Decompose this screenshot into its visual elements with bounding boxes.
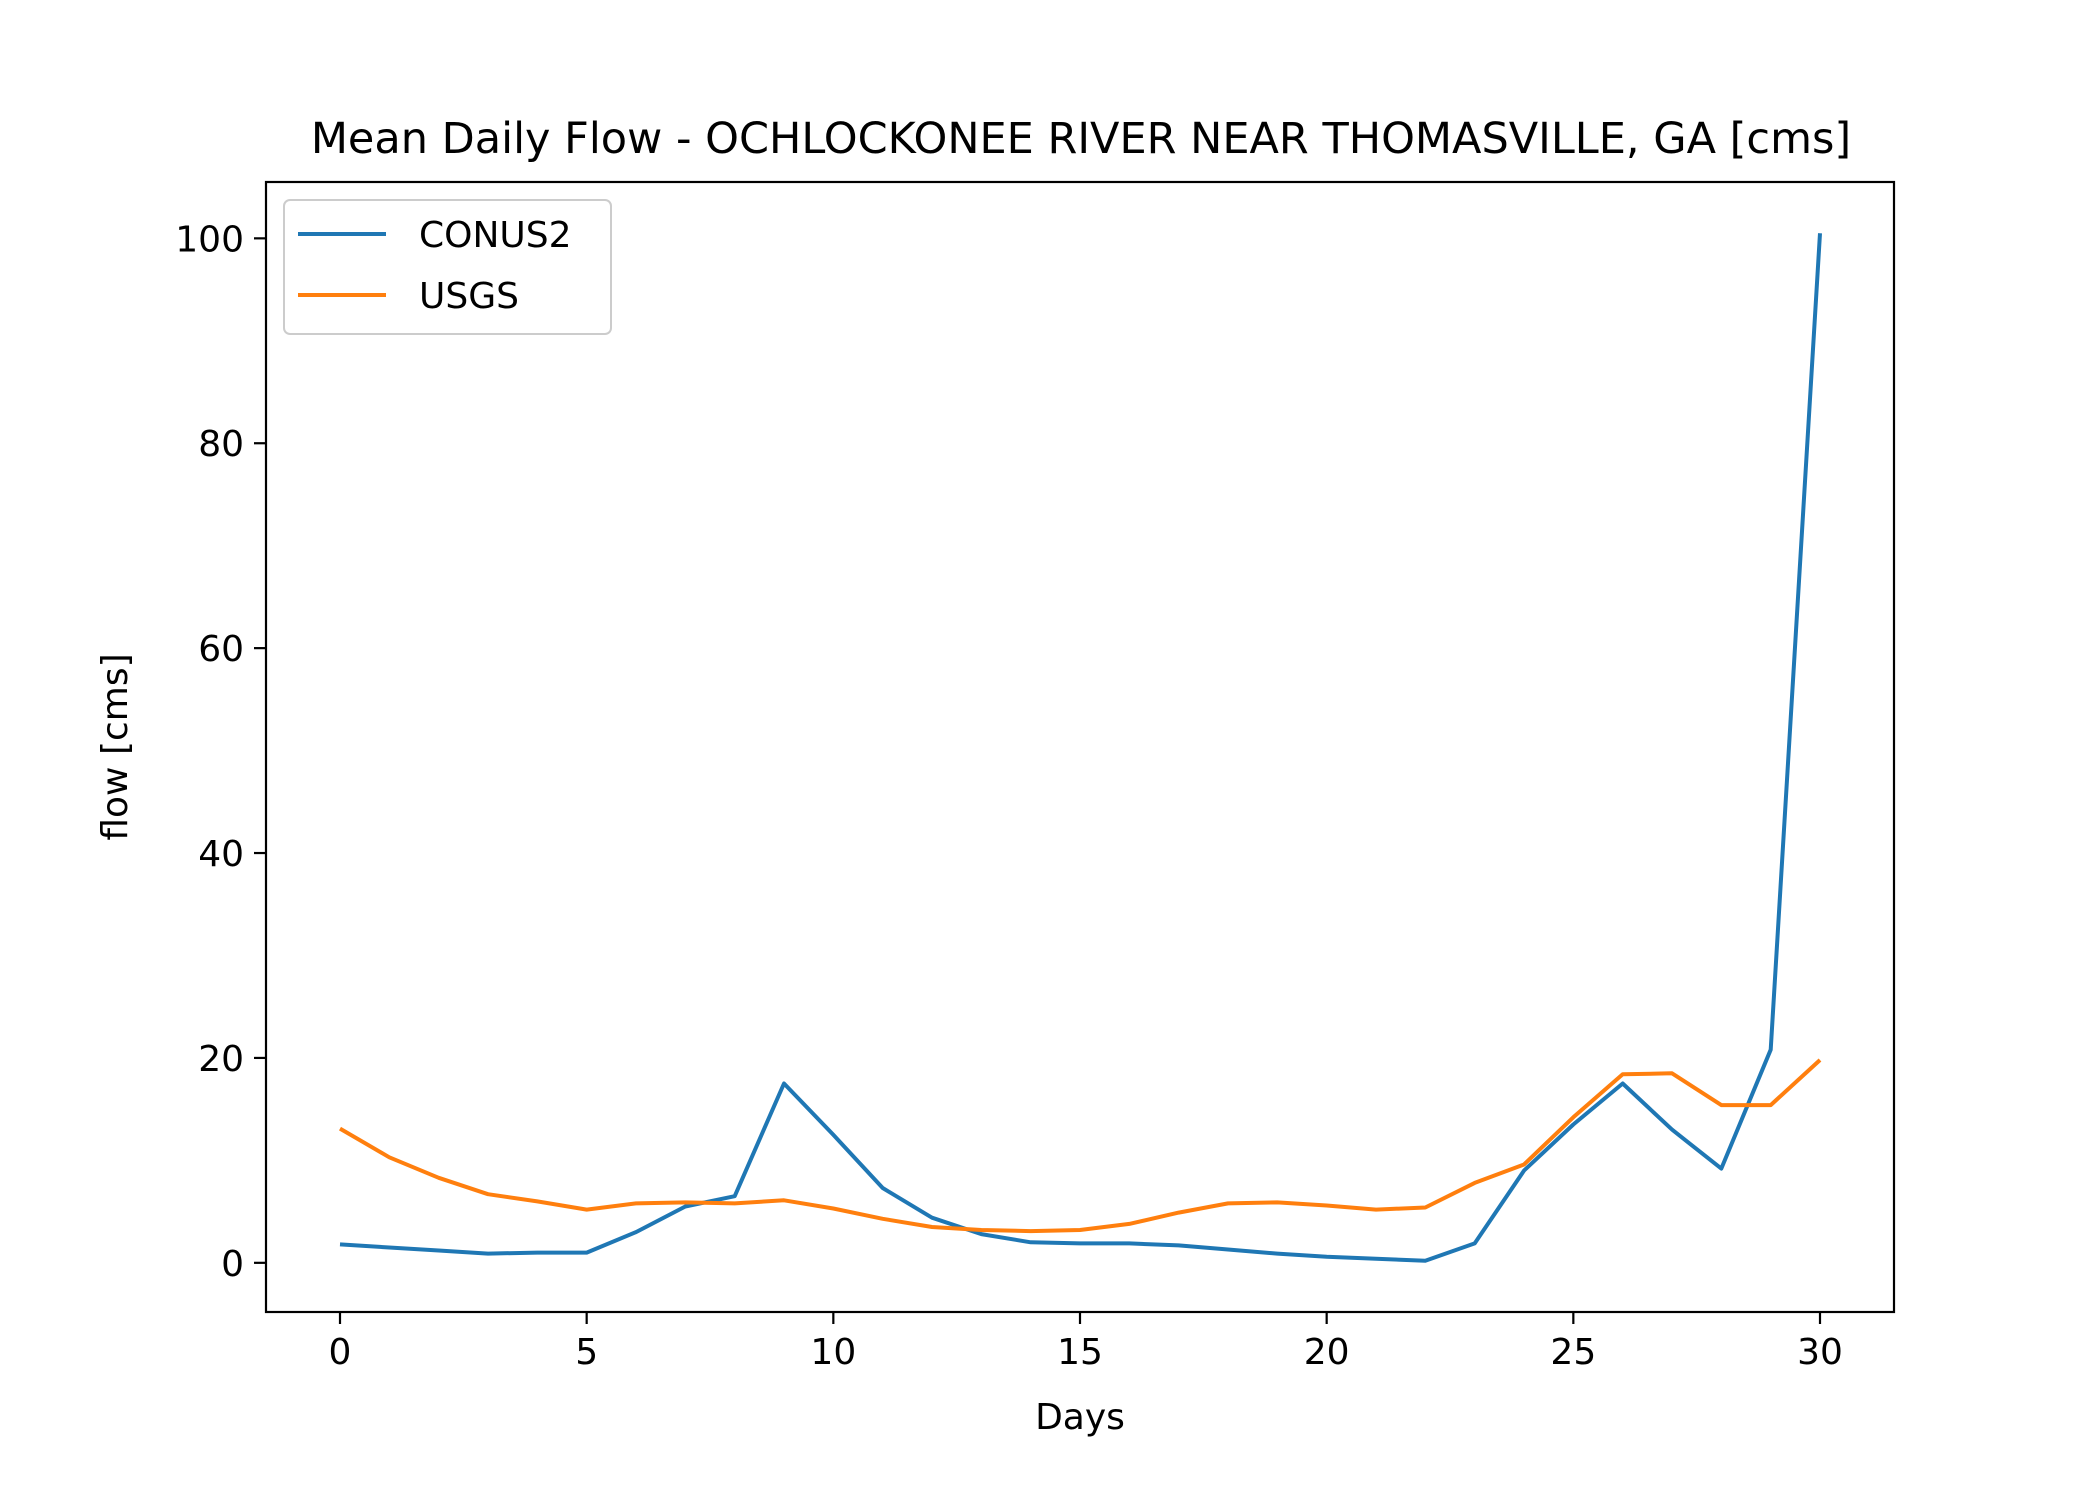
y-axis-label: flow [cms] [95,653,136,840]
x-tick-label: 5 [575,1332,598,1373]
x-axis-label: Days [1035,1397,1125,1438]
series-line-conus2 [339,233,1822,1263]
x-tick-label: 20 [1304,1332,1350,1373]
legend: CONUS2 USGS [283,199,612,335]
y-tick-label: 60 [198,629,244,670]
chart-title: Mean Daily Flow - OCHLOCKONEE RIVER NEAR… [311,114,1851,164]
legend-label-conus2: CONUS2 [419,215,572,256]
plot-lines [338,233,1822,1263]
y-axis: 0 20 40 60 80 100 [175,219,266,1285]
y-tick-label: 20 [198,1039,244,1080]
y-tick-label: 0 [221,1244,244,1285]
x-tick-label: 15 [1057,1332,1103,1373]
series-line-usgs [338,1058,1822,1234]
y-tick-label: 40 [198,834,244,875]
x-tick-label: 30 [1797,1332,1843,1373]
y-tick-label: 80 [198,424,244,465]
x-axis: 0 5 10 15 20 25 30 [329,1312,1843,1373]
x-tick-label: 25 [1550,1332,1596,1373]
y-tick-label: 100 [175,219,244,260]
x-tick-label: 0 [329,1332,352,1373]
x-tick-label: 10 [810,1332,856,1373]
legend-label-usgs: USGS [419,276,519,317]
